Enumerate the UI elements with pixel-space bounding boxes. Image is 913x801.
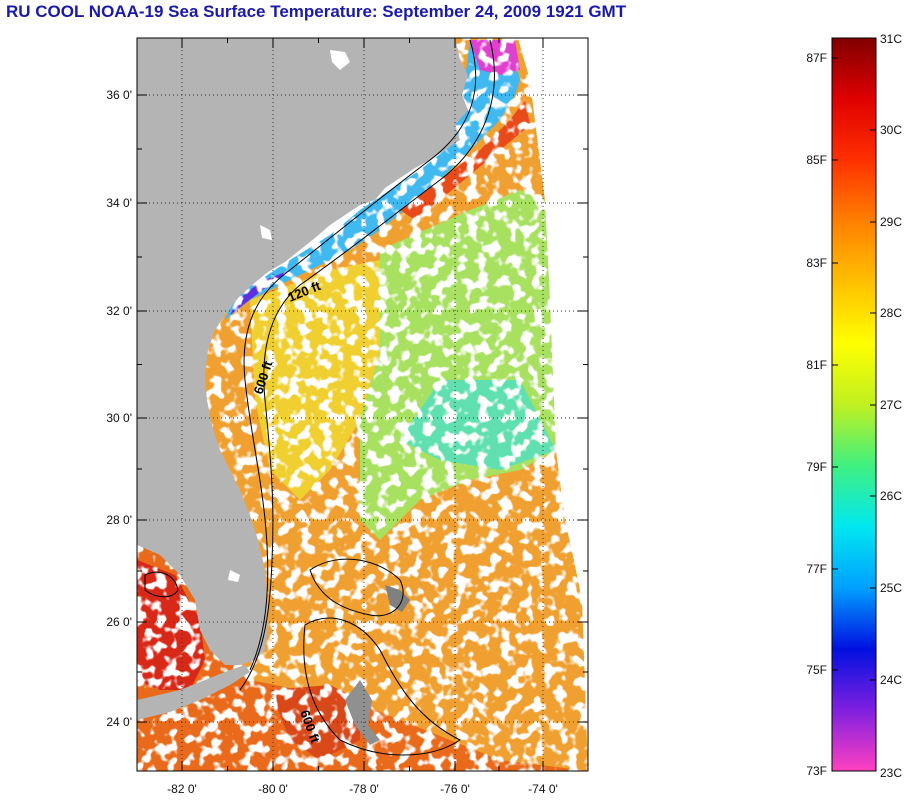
land-lake <box>260 225 272 240</box>
lat-labels: 36 0' 34 0' 32 0' 30 0' 28 0' 26 0' 24 0… <box>106 88 132 729</box>
colorbar-c-label: 26C <box>880 489 902 503</box>
land-mass <box>137 38 468 665</box>
colorbar-c-label: 27C <box>880 398 902 412</box>
lat-label: 24 0' <box>106 715 132 729</box>
colorbar-c-label: 31C <box>880 32 902 46</box>
out-of-swath <box>518 38 588 600</box>
colorbar-f-label: 77F <box>806 562 827 576</box>
lon-labels: -82 0' -80 0' -78 0' -76 0' -74 0' <box>167 782 558 796</box>
colorbar-f-label: 83F <box>806 256 827 270</box>
colorbar-f-label: 81F <box>806 358 827 372</box>
colorbar-ticks <box>832 57 876 681</box>
lon-label: -82 0' <box>167 782 197 796</box>
map-title: RU COOL NOAA-19 Sea Surface Temperature:… <box>6 2 627 21</box>
lon-label: -76 0' <box>440 782 470 796</box>
colorbar-f-label: 87F <box>806 51 827 65</box>
colorbar-c-label: 24C <box>880 673 902 687</box>
colorbar-c-label: 25C <box>880 581 902 595</box>
island-abaco <box>385 585 410 612</box>
lat-label: 26 0' <box>106 615 132 629</box>
lon-label: -74 0' <box>528 782 558 796</box>
colorbar-f-label: 75F <box>806 663 827 677</box>
contour-120ft <box>243 39 477 671</box>
map-layers <box>137 38 588 771</box>
contour-bahamas-bank-south <box>303 617 461 756</box>
colorbar-c-label: 30C <box>880 123 902 137</box>
colorbar-c-label: 23C <box>880 766 902 780</box>
map-frame <box>136 37 589 772</box>
lat-label: 32 0' <box>106 304 132 318</box>
contour-gulf <box>144 571 179 598</box>
colorbar-f-labels: 87F 85F 83F 81F 79F 77F 75F 73F <box>806 51 827 778</box>
colorbar-f-label: 73F <box>806 764 827 778</box>
lon-label: -78 0' <box>349 782 379 796</box>
land-lake <box>330 50 350 70</box>
lon-label: -80 0' <box>258 782 288 796</box>
lat-label: 34 0' <box>106 196 132 210</box>
contour-600ft <box>239 39 495 691</box>
lat-label: 28 0' <box>106 513 132 527</box>
land-keys <box>137 665 250 720</box>
colorbar-c-label: 29C <box>880 215 902 229</box>
colorbar-f-label: 85F <box>806 153 827 167</box>
colorbar-c-labels: 31C 30C 29C 28C 27C 26C 25C 24C 23C <box>880 32 902 780</box>
lat-label: 30 0' <box>106 411 132 425</box>
island-andros <box>345 680 380 745</box>
depth-contours <box>144 39 495 756</box>
contour-bahamas-bank <box>309 558 404 617</box>
colorbar <box>831 37 877 772</box>
colorbar-f-label: 79F <box>806 460 827 474</box>
map-ticks <box>137 38 588 771</box>
colorbar-c-label: 28C <box>880 306 902 320</box>
lake-okeechobee <box>228 570 240 582</box>
lat-label: 36 0' <box>106 88 132 102</box>
